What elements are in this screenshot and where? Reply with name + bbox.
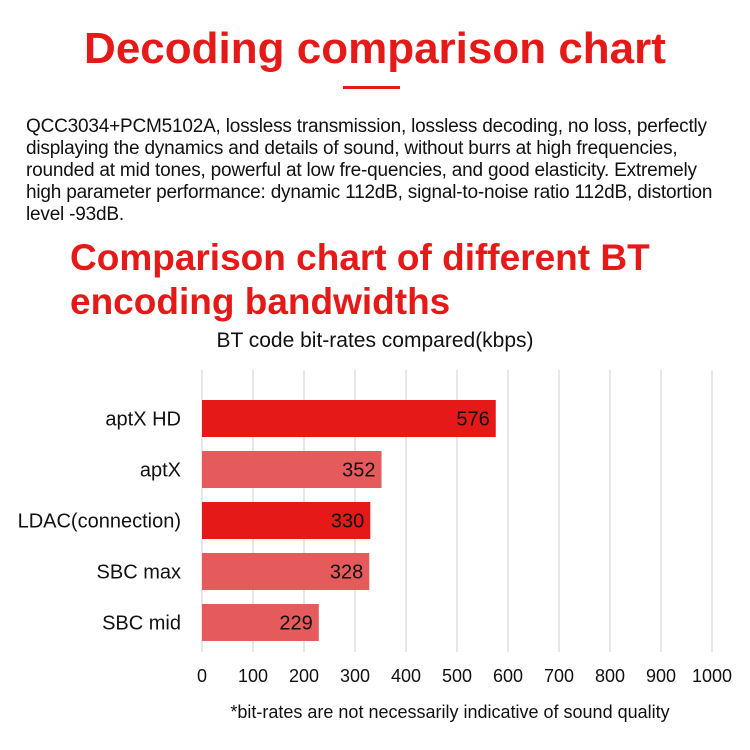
category-label: aptX HD	[105, 409, 181, 431]
category-label: aptX	[140, 460, 181, 482]
x-tick-label: 200	[289, 666, 319, 686]
x-tick-label: 100	[238, 666, 268, 686]
bar-value-label: 328	[330, 562, 363, 584]
x-tick-label: 800	[595, 666, 625, 686]
x-tick-label: 0	[197, 666, 207, 686]
section-title: Comparison chart of different BT encodin…	[70, 237, 650, 322]
bar	[202, 553, 370, 590]
category-label: LDAC(connection)	[18, 511, 181, 533]
x-tick-label: 500	[442, 666, 472, 686]
bar-value-label: 352	[342, 460, 375, 482]
x-tick-label: 900	[646, 666, 676, 686]
bar-value-label: 576	[456, 409, 489, 431]
x-tick-label: 400	[391, 666, 421, 686]
x-tick-label: 700	[544, 666, 574, 686]
page-title: Decoding comparison chart	[84, 24, 666, 73]
bar-value-label: 229	[279, 613, 312, 635]
chart-bars: 576 352 330 328 229	[202, 400, 496, 641]
category-labels: aptX HD aptX LDAC(connection) SBC max SBC mi…	[18, 409, 181, 635]
bar-value-label: 330	[331, 511, 364, 533]
title-underline	[343, 86, 400, 89]
bar	[202, 400, 496, 437]
bar	[202, 502, 371, 539]
x-tick-label: 1000	[692, 666, 732, 686]
bar	[202, 451, 382, 488]
product-description: QCC3034+PCM5102A, lossless transmission,…	[26, 116, 713, 225]
chart-title: BT code bit-rates compared(kbps)	[216, 329, 533, 352]
chart-footnote: *bit-rates are not necessarily indicativ…	[230, 702, 669, 722]
x-axis-ticks: 0 100 200 300 400 500 600 700 800 900 1000	[197, 666, 732, 686]
category-label: SBC mid	[102, 613, 181, 635]
x-tick-label: 300	[340, 666, 370, 686]
bar	[202, 604, 319, 641]
x-tick-label: 600	[493, 666, 523, 686]
category-label: SBC max	[97, 562, 181, 584]
